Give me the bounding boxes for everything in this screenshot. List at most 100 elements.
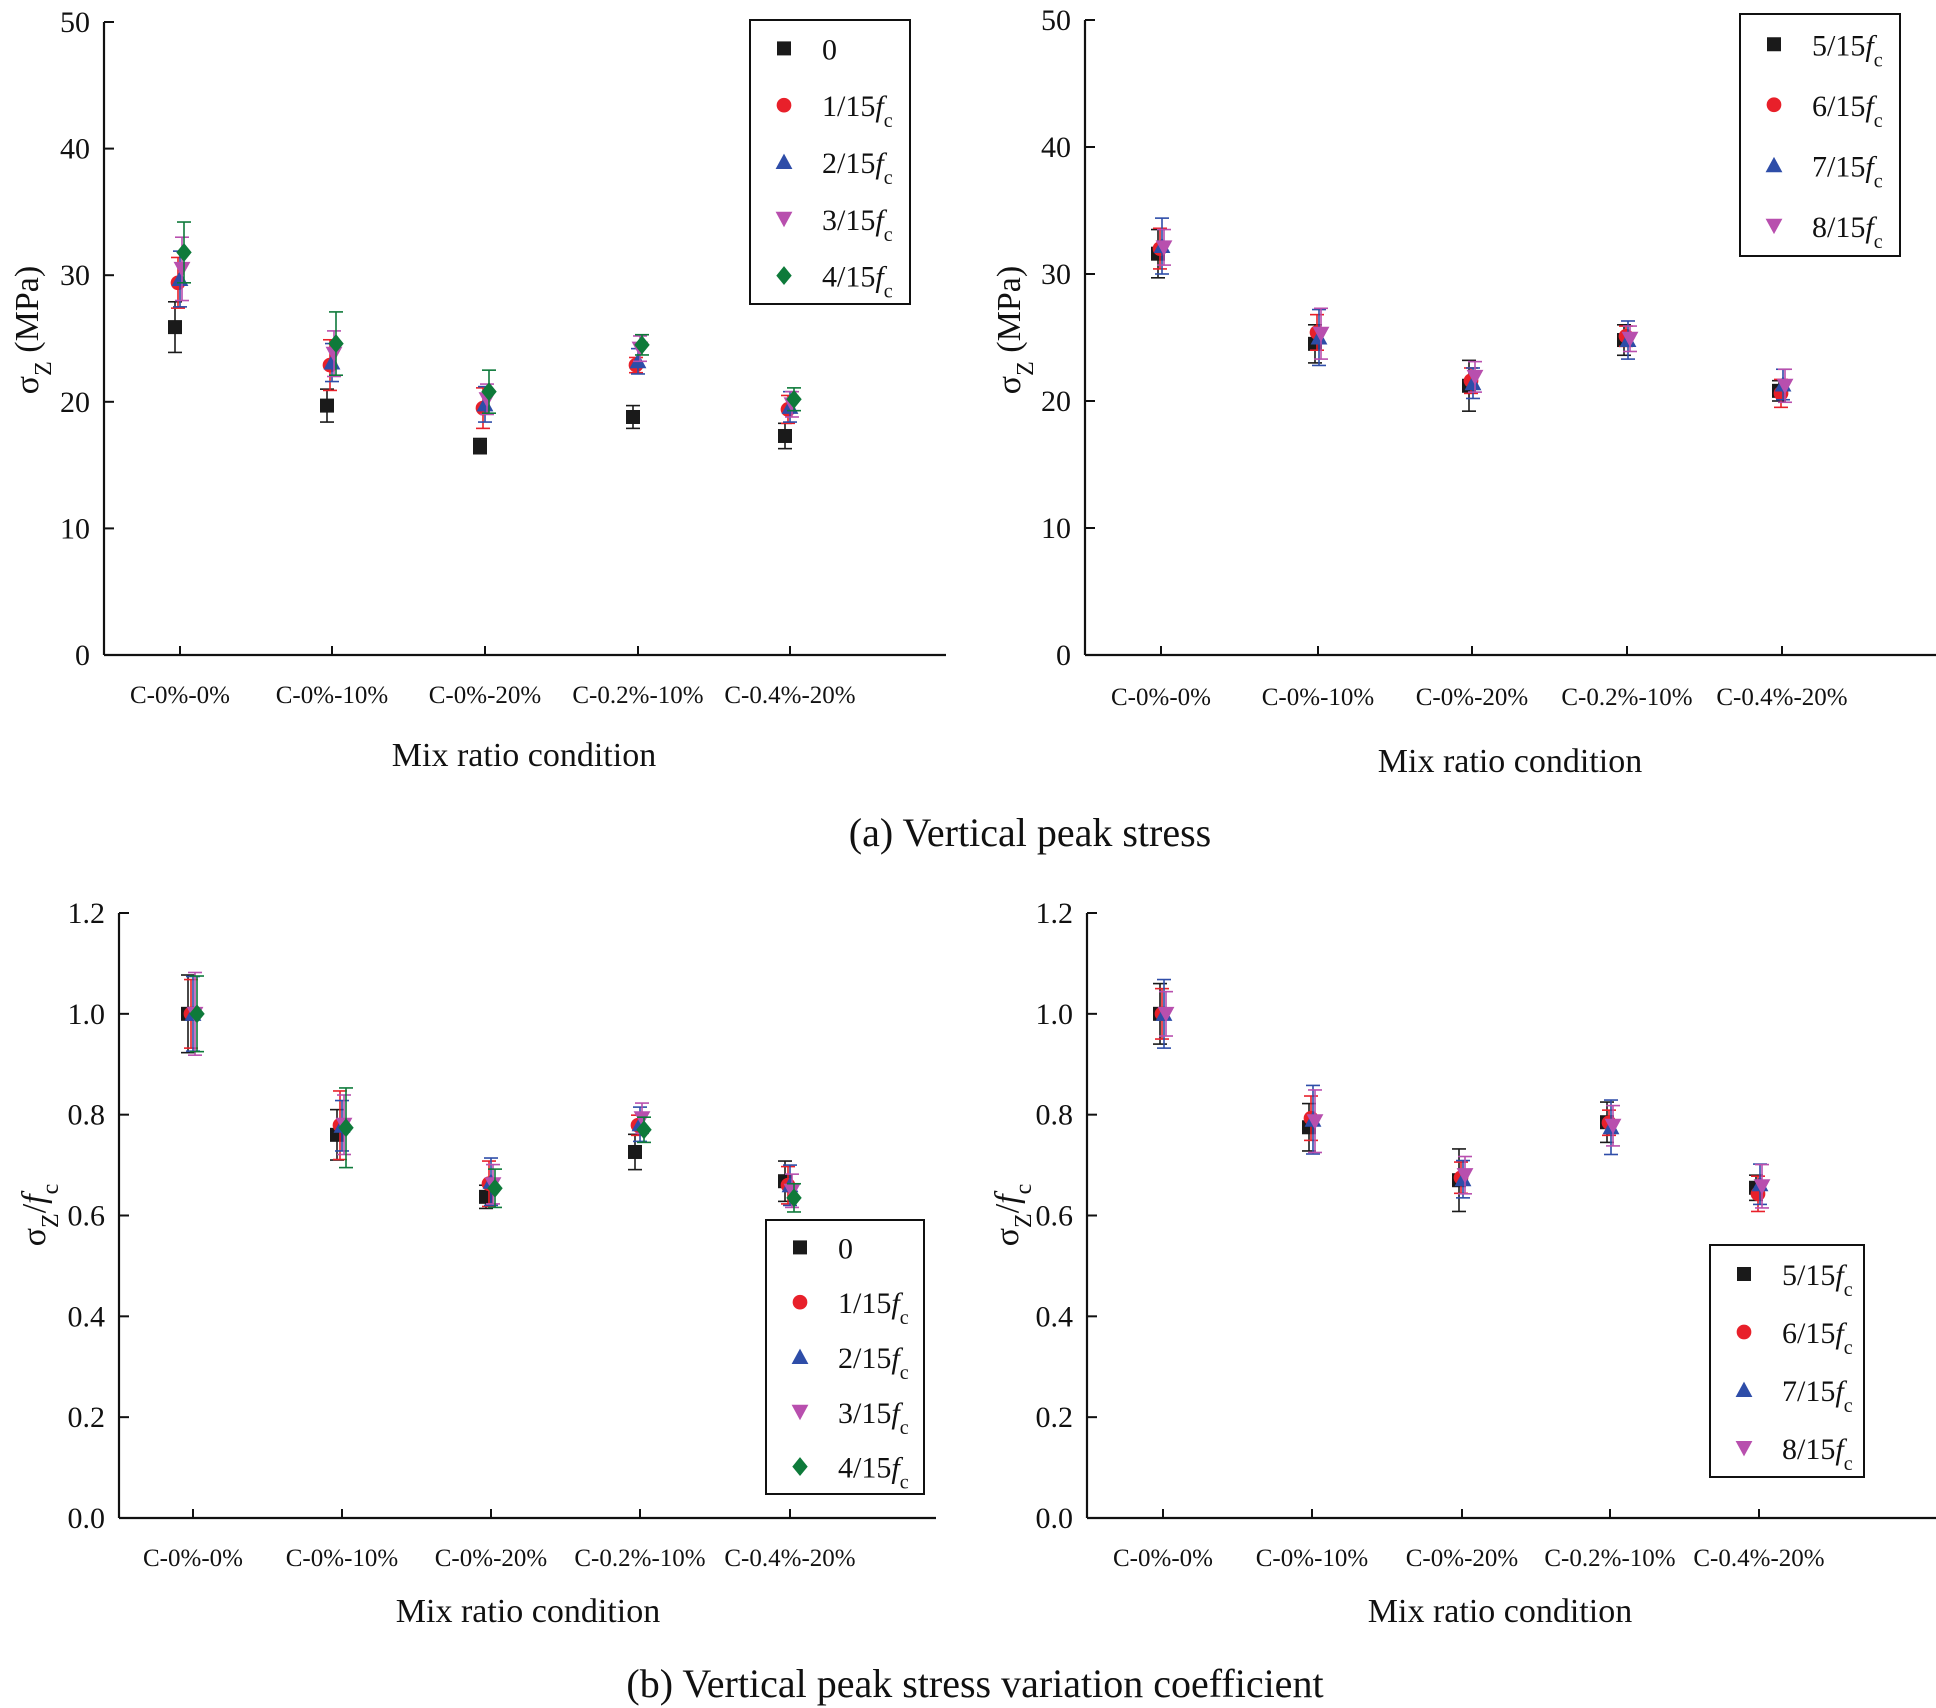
x-tick-label: C-0.4%-20% bbox=[724, 682, 855, 709]
legend-label: 0 bbox=[822, 33, 837, 66]
data-point bbox=[481, 382, 497, 402]
data-point bbox=[1753, 1179, 1771, 1195]
data-point bbox=[1157, 1006, 1175, 1023]
y-tick-label: 0.2 bbox=[68, 1401, 106, 1434]
data-point bbox=[168, 320, 182, 335]
y-tick-label: 30 bbox=[60, 259, 90, 292]
x-tick-label: C-0.4%-20% bbox=[1716, 684, 1847, 711]
data-point bbox=[786, 1188, 802, 1208]
x-tick-label: C-0%-20% bbox=[1416, 684, 1528, 711]
legend-label: 1/15fc bbox=[838, 1287, 909, 1329]
data-point bbox=[1466, 369, 1484, 386]
series-1-15 bbox=[183, 978, 796, 1208]
series-4-15 bbox=[176, 221, 802, 414]
caption-a: (a) Vertical peak stress bbox=[849, 810, 1211, 855]
y-axis-title: σZ/fc bbox=[16, 1184, 64, 1247]
y-tick-label: 10 bbox=[60, 512, 90, 545]
x-axis-title: Mix ratio condition bbox=[396, 1593, 660, 1630]
legend-label: 6/15fc bbox=[1812, 90, 1883, 132]
data-point bbox=[634, 335, 650, 355]
legend-marker bbox=[1765, 218, 1783, 235]
y-tick-label: 0.4 bbox=[1036, 1300, 1074, 1333]
data-point bbox=[487, 1178, 503, 1198]
x-tick-label: C-0%-20% bbox=[435, 1545, 547, 1572]
x-tick-label: C-0%-20% bbox=[1406, 1545, 1518, 1572]
x-tick-label: C-0%-10% bbox=[1256, 1545, 1368, 1572]
legend-marker bbox=[1735, 1441, 1753, 1457]
legend-marker bbox=[777, 41, 791, 56]
legend-marker bbox=[776, 97, 792, 113]
legend-box bbox=[1709, 1244, 1865, 1478]
legend-marker bbox=[1735, 1381, 1753, 1397]
legend-box bbox=[1739, 13, 1901, 257]
x-tick-label: C-0.4%-20% bbox=[724, 1545, 855, 1572]
y-tick-label: 0.8 bbox=[68, 1099, 106, 1132]
y-tick-label: 0.6 bbox=[68, 1200, 106, 1233]
y-tick-label: 0.0 bbox=[68, 1502, 106, 1535]
y-tick-label: 1.0 bbox=[1036, 998, 1074, 1031]
y-tick-label: 0 bbox=[1056, 639, 1071, 672]
y-tick-label: 0.2 bbox=[1036, 1401, 1074, 1434]
x-tick-label: C-0.4%-20% bbox=[1693, 1545, 1824, 1572]
chart-a-right: 0 10 20 30 40 50 C-0%-0% C-0%-10% C-0%-20% C-0.2%… bbox=[991, 4, 1936, 780]
x-tick-label: C-0.2%-10% bbox=[1561, 684, 1692, 711]
y-tick-label: 20 bbox=[60, 386, 90, 419]
legend-marker bbox=[792, 1457, 808, 1477]
x-tick-label: C-0%-20% bbox=[429, 682, 541, 709]
legend-label: 7/15fc bbox=[1812, 150, 1883, 192]
x-tick-label: C-0%-0% bbox=[143, 1545, 243, 1572]
y-tick-label: 50 bbox=[1041, 4, 1071, 37]
y-tick-label: 40 bbox=[1041, 131, 1071, 164]
data-point bbox=[633, 1111, 651, 1127]
series-3-15 bbox=[186, 971, 801, 1209]
legend-box bbox=[749, 19, 911, 305]
data-point bbox=[338, 1118, 354, 1138]
data-point bbox=[1776, 378, 1794, 395]
legend-label: 3/15fc bbox=[822, 204, 893, 246]
x-tick-label: C-0%-0% bbox=[1111, 684, 1211, 711]
data-point bbox=[1604, 1118, 1622, 1135]
y-axis-title: σZ (MPa) bbox=[9, 266, 57, 394]
legend-label: 0 bbox=[838, 1232, 853, 1265]
x-axis-title: Mix ratio condition bbox=[1368, 1593, 1632, 1630]
data-point bbox=[1306, 1114, 1324, 1130]
y-tick-label: 30 bbox=[1041, 258, 1071, 291]
legend-marker bbox=[792, 1294, 808, 1310]
x-tick-label: C-0.2%-10% bbox=[1544, 1545, 1675, 1572]
data-point bbox=[328, 334, 344, 354]
series-4-15 bbox=[189, 975, 802, 1213]
series-2-15 bbox=[184, 975, 799, 1207]
data-point bbox=[320, 398, 334, 413]
x-tick-label: C-0%-0% bbox=[1113, 1545, 1213, 1572]
legend-marker bbox=[791, 1348, 809, 1364]
y-tick-label: 1.2 bbox=[1036, 897, 1074, 930]
y-tick-label: 0 bbox=[75, 639, 90, 672]
data-point bbox=[176, 242, 192, 262]
series-8-15 bbox=[1155, 228, 1794, 404]
chart-b-right: 0.0 0.2 0.4 0.6 0.8 1.0 1.2 C-0%-0% C-0%-10% C-0%… bbox=[989, 897, 1936, 1630]
data-point bbox=[325, 346, 343, 363]
caption-b: (b) Vertical peak stress variation coeff… bbox=[626, 1661, 1323, 1706]
data-point bbox=[1621, 331, 1639, 348]
series-8-15 bbox=[1157, 990, 1771, 1209]
data-point bbox=[628, 1144, 642, 1159]
legend-marker bbox=[1736, 1324, 1752, 1340]
y-tick-label: 0.6 bbox=[1036, 1200, 1074, 1233]
y-tick-label: 50 bbox=[60, 6, 90, 39]
legend-label: 1/15fc bbox=[822, 90, 893, 132]
legend-marker bbox=[791, 1404, 809, 1421]
x-tick-label: C-0%-10% bbox=[286, 1545, 398, 1572]
y-axis-title: σZ (MPa) bbox=[991, 266, 1039, 394]
y-tick-label: 1.0 bbox=[68, 998, 106, 1031]
y-tick-label: 20 bbox=[1041, 385, 1071, 418]
data-point bbox=[778, 428, 792, 443]
x-tick-label: C-0%-10% bbox=[276, 682, 388, 709]
data-point bbox=[189, 1004, 205, 1024]
legend-marker bbox=[1766, 97, 1782, 113]
data-point bbox=[786, 389, 802, 409]
data-point bbox=[1312, 326, 1330, 343]
